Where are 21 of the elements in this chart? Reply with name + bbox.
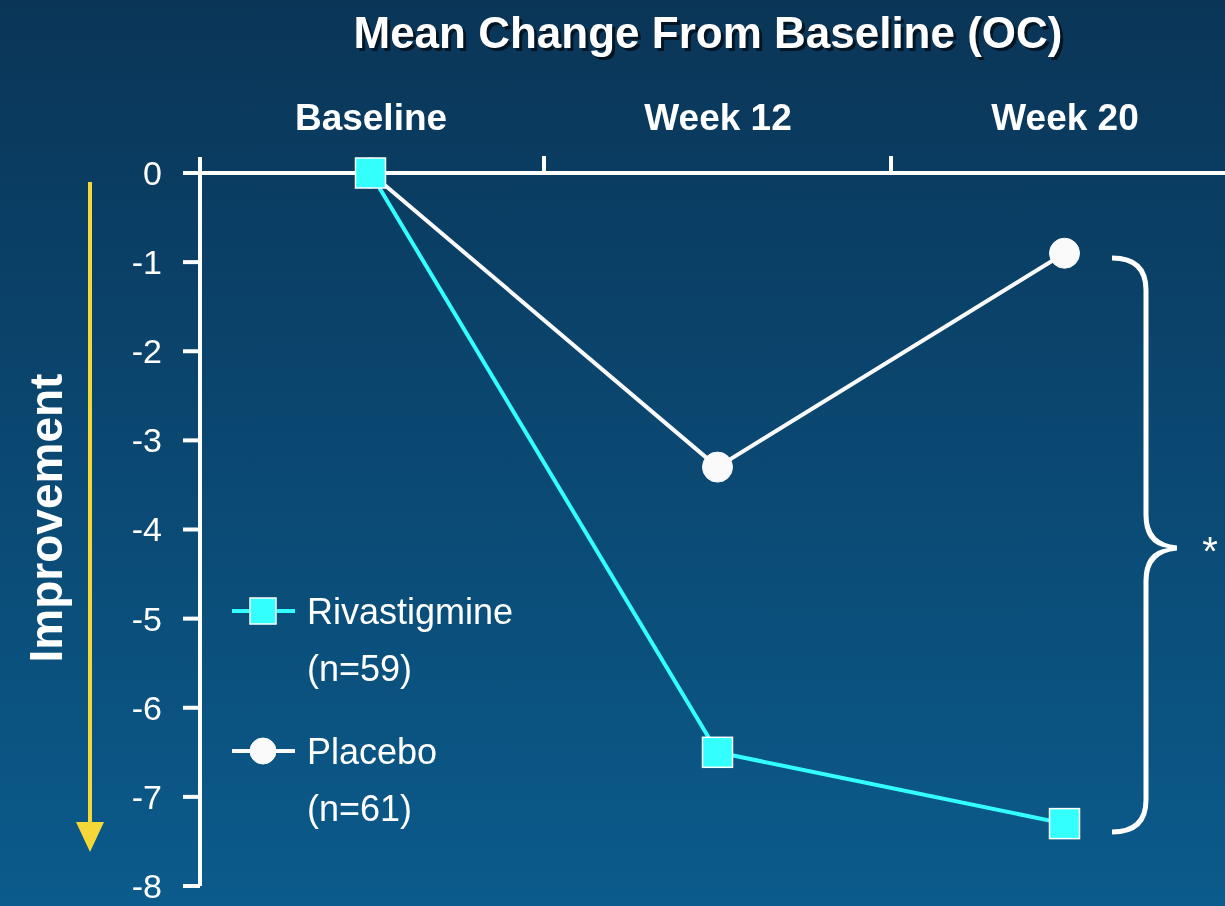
- y-tick-label: -2: [131, 332, 162, 371]
- y-tick-label: -8: [131, 866, 162, 905]
- point: [702, 451, 733, 483]
- legend-label: Rivastigmine (n=59): [307, 590, 514, 689]
- annotation: *: [1202, 529, 1218, 573]
- y-tick-label: -3: [131, 421, 162, 460]
- legend-label: Placebo (n=61): [307, 730, 438, 829]
- point: [701, 736, 734, 769]
- point: [1048, 807, 1081, 840]
- y-tick-label: -1: [131, 243, 162, 282]
- y-tick-label: -7: [131, 777, 162, 816]
- point: [1049, 237, 1080, 269]
- y-tick-label: -4: [131, 510, 162, 549]
- y-tick-label: -5: [131, 599, 162, 638]
- x-tick-label: Week 12: [644, 97, 792, 138]
- chart-title: Mean Change From Baseline (OC): [356, 11, 1066, 60]
- y-tick-label: -6: [131, 688, 162, 727]
- x-tick-label: Baseline: [294, 97, 448, 138]
- y-tick-label: 0: [143, 153, 162, 192]
- x-tick-label: Week 20: [991, 97, 1139, 138]
- y-axis-title: Improvement: [20, 373, 72, 663]
